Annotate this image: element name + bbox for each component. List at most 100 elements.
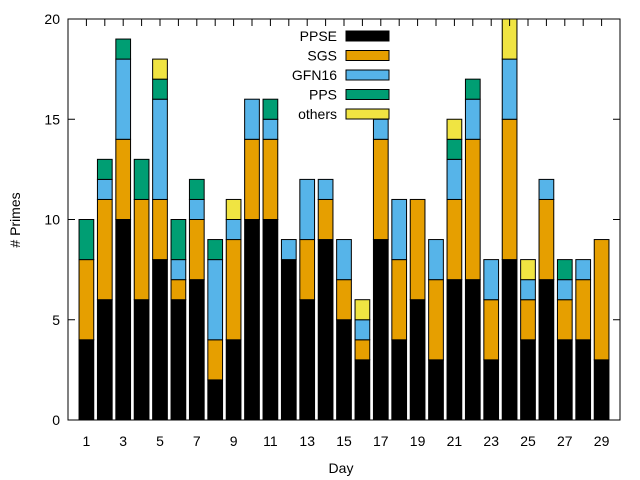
x-tick-label-13: 13	[299, 433, 315, 449]
bar-sgs-day-14	[317, 198, 334, 241]
bar-gfn16-day-18	[391, 198, 408, 261]
x-tick-label-19: 19	[410, 433, 426, 449]
x-tick-label-7: 7	[193, 433, 201, 449]
bar-gfn16-day-11	[262, 118, 279, 140]
bar-gfn16-day-23	[483, 259, 500, 301]
bar-gfn16-day-7	[188, 198, 205, 220]
bar-gfn16-day-9	[225, 219, 242, 241]
bar-ppse-day-6	[170, 299, 187, 421]
bar-sgs-day-17	[372, 138, 389, 241]
bar-pps-day-22	[464, 78, 481, 100]
bar-gfn16-day-22	[464, 98, 481, 140]
bar-gfn16-day-17	[372, 118, 389, 140]
bar-ppse-day-4	[133, 299, 150, 421]
x-tick-label-11: 11	[263, 433, 278, 449]
bar-sgs-day-24	[501, 118, 518, 261]
bar-sgs-day-26	[538, 198, 555, 281]
bar-gfn16-day-10	[244, 98, 260, 140]
x-tick-label-29: 29	[594, 433, 610, 449]
bar-ppse-day-21	[446, 279, 463, 421]
bar-sgs-day-7	[188, 219, 205, 281]
y-tick-label-20: 20	[44, 11, 60, 27]
bar-ppse-day-28	[575, 339, 592, 421]
legend-label-sgs: SGS	[307, 48, 337, 64]
bar-sgs-day-1	[78, 259, 95, 341]
bar-sgs-day-13	[299, 239, 316, 301]
y-tick-label-0: 0	[52, 412, 60, 428]
x-tick-label-27: 27	[557, 433, 573, 449]
bars-layer	[78, 18, 610, 421]
bar-sgs-day-8	[207, 339, 224, 381]
legend-swatch-gfn16	[345, 69, 390, 81]
bar-others-day-16	[354, 299, 371, 321]
bar-sgs-day-5	[152, 198, 168, 261]
legend: PPSE SGS GFN16 PPS others	[292, 28, 390, 122]
bar-sgs-day-27	[556, 299, 573, 341]
bar-sgs-day-29	[593, 239, 610, 361]
legend-swatch-others	[345, 108, 390, 120]
bar-pps-day-6	[170, 219, 187, 261]
bar-others-day-25	[520, 259, 536, 281]
x-tick-label-3: 3	[119, 433, 127, 449]
bar-ppse-day-2	[96, 299, 113, 421]
bar-gfn16-day-28	[575, 259, 592, 281]
bar-sgs-day-23	[483, 299, 500, 361]
bar-ppse-day-29	[593, 359, 610, 421]
x-tick-label-15: 15	[336, 433, 352, 449]
bar-sgs-day-19	[409, 198, 426, 301]
bar-ppse-day-1	[78, 339, 95, 421]
bar-pps-day-7	[188, 178, 205, 200]
bar-pps-day-2	[96, 158, 113, 180]
legend-swatch-sgs	[345, 50, 390, 61]
y-tick-label-15: 15	[44, 111, 60, 127]
bar-sgs-day-25	[520, 299, 536, 341]
bar-gfn16-day-21	[446, 158, 463, 200]
x-tick-label-17: 17	[373, 433, 389, 449]
bar-sgs-day-2	[96, 198, 113, 301]
bar-gfn16-day-24	[501, 58, 518, 120]
bar-ppse-day-7	[188, 279, 205, 421]
bar-ppse-day-13	[299, 299, 316, 421]
legend-label-gfn16: GFN16	[292, 67, 337, 83]
bar-gfn16-day-14	[317, 178, 334, 200]
bar-sgs-day-28	[575, 279, 592, 341]
bar-gfn16-day-16	[354, 319, 371, 341]
bar-ppse-day-10	[244, 219, 260, 421]
bar-ppse-day-17	[372, 239, 389, 421]
x-axis-title: Day	[329, 460, 354, 476]
x-tick-label-1: 1	[83, 433, 91, 449]
legend-label-pps: PPS	[309, 87, 337, 103]
bar-ppse-day-24	[501, 259, 518, 421]
bar-ppse-day-19	[409, 299, 426, 421]
x-tick-label-5: 5	[156, 433, 164, 449]
bar-sgs-day-22	[464, 138, 481, 281]
x-tick-label-9: 9	[230, 433, 238, 449]
bar-others-day-21	[446, 118, 463, 140]
bar-pps-day-1	[78, 219, 95, 261]
bar-ppse-day-15	[336, 319, 352, 421]
bar-sgs-day-20	[428, 279, 444, 361]
bar-sgs-day-16	[354, 339, 371, 361]
bar-ppse-day-3	[115, 219, 132, 421]
bar-pps-day-11	[262, 98, 279, 120]
bar-ppse-day-20	[428, 359, 444, 421]
bar-others-day-9	[225, 198, 242, 220]
bar-pps-day-21	[446, 138, 463, 160]
x-tick-label-23: 23	[483, 433, 499, 449]
bar-ppse-day-14	[317, 239, 334, 421]
bar-gfn16-day-15	[336, 239, 352, 281]
bar-ppse-day-5	[152, 259, 168, 421]
legend-swatch-pps	[345, 89, 390, 100]
bar-gfn16-day-25	[520, 279, 536, 301]
bar-sgs-day-15	[336, 279, 352, 321]
bar-sgs-day-18	[391, 259, 408, 341]
legend-label-others: others	[298, 106, 337, 122]
bar-others-day-5	[152, 58, 168, 80]
bar-gfn16-day-3	[115, 58, 132, 140]
bar-gfn16-day-26	[538, 178, 555, 200]
bar-ppse-day-16	[354, 359, 371, 421]
bar-pps-day-3	[115, 38, 132, 60]
bar-gfn16-day-2	[96, 178, 113, 200]
